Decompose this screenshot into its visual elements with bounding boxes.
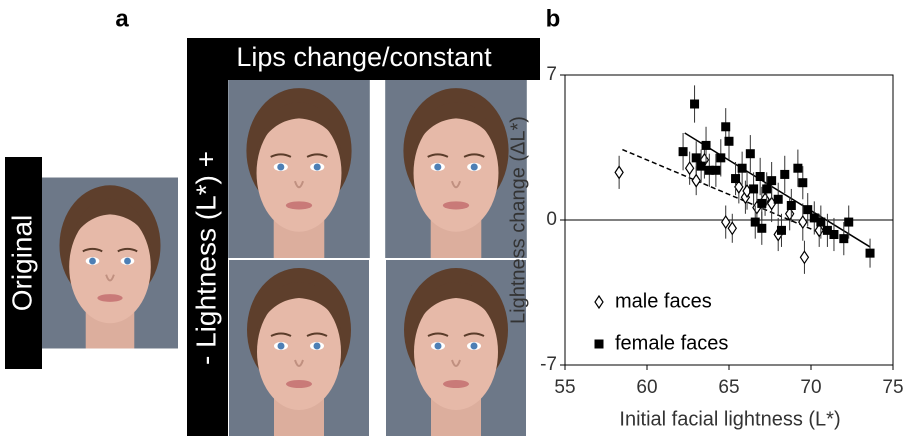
face-image xyxy=(384,80,528,258)
legend-label: male faces xyxy=(615,290,712,312)
data-point xyxy=(684,161,695,176)
face-image xyxy=(42,176,178,350)
header-text: Lips change/constant xyxy=(236,42,492,72)
trend-line xyxy=(684,132,871,248)
x-axis-title: Initial facial lightness (L*) xyxy=(619,408,840,430)
legend-label: female faces xyxy=(615,332,728,354)
panel-a: a Lips change/constant - Lightness (L*) … xyxy=(5,5,540,436)
data-point xyxy=(816,217,826,227)
trend-line xyxy=(622,148,820,234)
face-image xyxy=(228,260,370,436)
data-point xyxy=(776,225,786,235)
y-tick-label: 0 xyxy=(546,209,557,230)
x-tick-label: 65 xyxy=(718,377,739,398)
data-point xyxy=(865,248,875,258)
data-point xyxy=(829,230,839,239)
data-point xyxy=(704,165,714,175)
x-tick-label: 75 xyxy=(882,377,903,398)
data-point xyxy=(822,225,832,235)
face-image xyxy=(228,80,370,258)
y-axis-title: Lightness change (ΔL*) xyxy=(507,116,529,324)
panel-b: b Lightness change (ΔL*) Initial facial … xyxy=(507,5,840,430)
face-image xyxy=(384,260,528,436)
data-point xyxy=(786,201,796,210)
data-point xyxy=(711,165,721,175)
data-point xyxy=(803,205,813,215)
original-label: Original xyxy=(6,215,37,311)
data-point xyxy=(734,179,744,194)
data-point xyxy=(767,176,777,186)
data-point xyxy=(844,217,854,227)
data-point xyxy=(809,213,819,223)
x-tick-label: 60 xyxy=(636,377,657,398)
data-point xyxy=(798,178,808,188)
data-point xyxy=(727,221,738,236)
data-point xyxy=(737,163,747,173)
data-point xyxy=(701,140,711,150)
data-point xyxy=(724,136,734,146)
data-point xyxy=(762,184,772,194)
data-point xyxy=(773,194,783,204)
data-point xyxy=(749,184,759,194)
data-point xyxy=(839,234,849,244)
legend-marker xyxy=(594,339,604,349)
data-point xyxy=(720,214,731,230)
panel-label: b xyxy=(546,5,561,32)
data-point xyxy=(691,153,701,163)
side-label: - Lightness (L*) + xyxy=(190,151,221,365)
data-point xyxy=(690,99,700,109)
data-point xyxy=(755,172,765,181)
data-point xyxy=(757,198,767,208)
y-tick-label: -7 xyxy=(540,354,557,375)
data-point xyxy=(757,223,767,233)
data-point xyxy=(614,165,624,180)
data-point xyxy=(798,214,808,230)
data-point xyxy=(793,163,803,173)
legend-marker xyxy=(594,294,604,310)
data-point xyxy=(799,250,810,265)
data-point xyxy=(731,174,741,184)
x-tick-label: 55 xyxy=(554,377,575,398)
data-point xyxy=(721,122,731,132)
x-tick-label: 70 xyxy=(800,377,821,398)
data-point xyxy=(678,147,688,157)
data-point xyxy=(716,153,726,163)
side-bar xyxy=(187,80,228,436)
header-bar xyxy=(187,38,540,80)
data-point xyxy=(691,173,701,188)
data-point xyxy=(750,217,760,227)
data-point xyxy=(780,169,790,179)
data-point xyxy=(745,149,755,159)
y-tick-label: 7 xyxy=(546,64,557,85)
data-point xyxy=(696,161,706,171)
panel-label: a xyxy=(115,5,129,32)
original-bar xyxy=(5,157,42,369)
